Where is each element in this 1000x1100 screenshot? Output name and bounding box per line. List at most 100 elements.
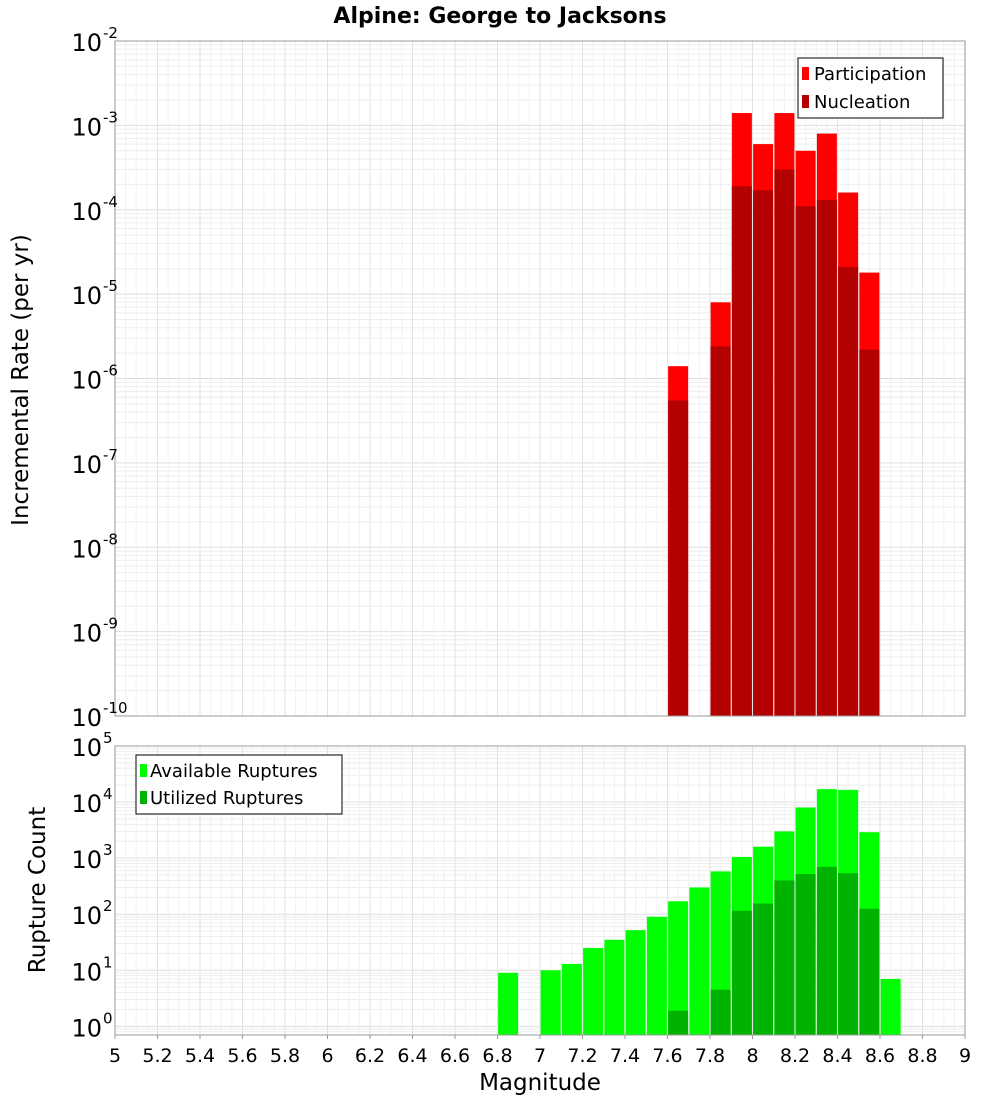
rate-y-tick-label: 10 <box>71 535 102 563</box>
rate-plot-frame <box>114 40 966 717</box>
count-y-tick-label: 10 <box>71 1014 102 1042</box>
available-legend-swatch <box>140 764 147 777</box>
x-tick-label: 8.4 <box>822 1045 852 1067</box>
rate-bar-nucleation <box>816 200 837 716</box>
count-bar-available-ruptures <box>604 939 625 1035</box>
rate-bar-nucleation <box>838 266 859 716</box>
count-y-axis-label: Rupture Count <box>25 807 51 973</box>
rate-y-tick-label: 10 <box>71 113 102 141</box>
chart-title: Alpine: George to Jacksons <box>333 4 666 29</box>
rate-grid <box>114 40 966 717</box>
rate-y-tick-label: 10 <box>71 282 102 310</box>
count-bar-utilized-ruptures <box>859 908 880 1035</box>
count-legend: Available Ruptures Utilized Ruptures <box>135 754 343 815</box>
count-y-tick-label: 10 <box>71 958 102 986</box>
rate-legend: Participation Nucleation <box>797 57 944 119</box>
rate-bar-nucleation <box>668 400 689 716</box>
count-bar-utilized-ruptures <box>731 910 752 1035</box>
rate-y-tick-exponent: -3 <box>103 108 118 126</box>
nucleation-legend-label: Nucleation <box>814 92 910 113</box>
x-tick-label: 5.2 <box>142 1045 172 1067</box>
rate-y-tick-label: 10 <box>71 704 102 732</box>
count-y-tick-label: 10 <box>71 790 102 818</box>
count-bar-available-ruptures <box>625 930 646 1035</box>
rate-y-tick-label: 10 <box>71 29 102 57</box>
x-tick-label: 6 <box>321 1045 333 1067</box>
count-bar-available-ruptures <box>583 947 604 1035</box>
rate-bar-nucleation <box>774 169 795 716</box>
x-tick-label: 6.6 <box>440 1045 470 1067</box>
x-tick-label: 8.8 <box>907 1045 937 1067</box>
x-tick-label: 8.6 <box>865 1045 895 1067</box>
rate-bar-nucleation <box>731 186 752 716</box>
rate-y-tick-exponent: -10 <box>103 699 128 717</box>
x-tick-label: 7 <box>534 1045 546 1067</box>
x-axis-label: Magnitude <box>479 1070 601 1096</box>
count-bar-available-ruptures <box>646 916 667 1035</box>
rate-y-tick-label: 10 <box>71 198 102 226</box>
count-legend-box <box>135 754 343 815</box>
x-tick-label: 6.2 <box>355 1045 385 1067</box>
rate-y-tick-exponent: -7 <box>103 446 118 464</box>
count-bar-available-ruptures <box>880 978 901 1035</box>
count-y-tick-exponent: 3 <box>103 841 113 859</box>
rate-y-axis-label: Incremental Rate (per yr) <box>8 234 34 526</box>
x-tick-label: 5.6 <box>227 1045 257 1067</box>
x-tick-label: 8.2 <box>780 1045 810 1067</box>
count-y-tick-label: 10 <box>71 734 102 762</box>
count-y-tick-label: 10 <box>71 902 102 930</box>
x-tick-label: 6.8 <box>482 1045 512 1067</box>
rate-y-tick-exponent: -9 <box>103 615 118 633</box>
count-bar-utilized-ruptures <box>668 1010 689 1035</box>
participation-legend-label: Participation <box>814 64 926 85</box>
count-x-ticks: 5 5.2 5.4 5.6 5.8 6 6.2 6.4 6.6 6.8 7 7.2 7.4 7.6 7.8 8… <box>109 1035 971 1067</box>
count-bar-utilized-ruptures <box>710 989 731 1035</box>
count-bar-utilized-ruptures <box>795 874 816 1035</box>
count-bar-utilized-ruptures <box>774 880 795 1035</box>
available-legend-label: Available Ruptures <box>150 761 318 782</box>
rate-y-tick-exponent: -8 <box>103 530 118 548</box>
rate-bars <box>668 113 880 717</box>
count-bar-available-ruptures <box>561 963 582 1035</box>
rate-bar-nucleation <box>859 349 880 716</box>
x-tick-label: 5.4 <box>185 1045 215 1067</box>
rate-y-tick-exponent: -6 <box>103 362 118 380</box>
count-y-tick-label: 10 <box>71 846 102 874</box>
x-tick-label: 8 <box>746 1045 758 1067</box>
rate-bar-nucleation <box>710 346 731 716</box>
x-tick-label: 7.6 <box>652 1045 682 1067</box>
rate-bar-nucleation <box>753 190 774 716</box>
x-tick-label: 6.4 <box>397 1045 427 1067</box>
rate-y-tick-exponent: -5 <box>103 277 118 295</box>
count-bar-utilized-ruptures <box>816 866 837 1035</box>
x-tick-label: 7.2 <box>567 1045 597 1067</box>
rate-legend-box <box>797 57 944 119</box>
x-tick-label: 7.8 <box>695 1045 725 1067</box>
rate-y-tick-exponent: -2 <box>103 24 118 42</box>
nucleation-legend-swatch <box>802 95 809 108</box>
rate-bar-nucleation <box>795 206 816 716</box>
count-bar-available-ruptures <box>540 970 561 1035</box>
utilized-legend-swatch <box>140 791 147 804</box>
count-y-tick-exponent: 4 <box>103 785 113 803</box>
count-bars <box>498 789 901 1035</box>
count-bar-utilized-ruptures <box>838 873 859 1035</box>
participation-legend-swatch <box>802 67 809 80</box>
x-tick-label: 7.4 <box>610 1045 640 1067</box>
count-bar-available-ruptures <box>689 887 710 1035</box>
count-y-tick-exponent: 0 <box>103 1009 113 1027</box>
count-bar-available-ruptures <box>668 901 689 1035</box>
x-tick-label: 5 <box>109 1045 121 1067</box>
rate-y-tick-exponent: -4 <box>103 193 118 211</box>
count-bar-utilized-ruptures <box>753 903 774 1035</box>
rate-y-tick-label: 10 <box>71 451 102 479</box>
count-bar-available-ruptures <box>498 972 519 1035</box>
count-y-tick-exponent: 5 <box>103 729 113 747</box>
utilized-legend-label: Utilized Ruptures <box>150 788 303 809</box>
count-y-tick-exponent: 1 <box>103 953 113 971</box>
